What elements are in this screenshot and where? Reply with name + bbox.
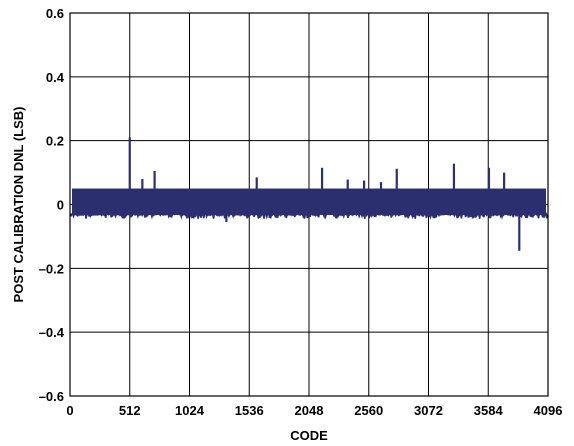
x-tick-label: 3584 — [474, 403, 504, 418]
y-tick-label: 0.2 — [46, 134, 64, 149]
x-axis-title: CODE — [290, 428, 328, 443]
x-tick-label: 3072 — [414, 403, 443, 418]
plot-area — [69, 137, 549, 251]
y-tick-label: –0.4 — [39, 325, 65, 340]
x-tick-label: 4096 — [534, 403, 563, 418]
x-tick-label: 512 — [119, 403, 141, 418]
y-axis-title: POST CALIBRATION DNL (LSB) — [11, 107, 26, 303]
dnl-baseline-jitter — [69, 210, 549, 220]
y-tick-label: –0.6 — [39, 389, 64, 404]
y-tick-label: 0.4 — [46, 70, 65, 85]
y-tick-label: 0.6 — [46, 6, 64, 21]
x-tick-label: 0 — [66, 403, 73, 418]
x-tick-label: 1024 — [175, 403, 205, 418]
tick-labels: 0 512 1024 1536 2048 2560 3072 3584 4096 0.6 0.4 0.… — [39, 6, 563, 418]
x-tick-label: 2048 — [295, 403, 324, 418]
y-tick-label: 0 — [57, 198, 64, 213]
x-tick-label: 2560 — [354, 403, 383, 418]
y-tick-label: –0.2 — [39, 261, 64, 276]
plot-frame — [69, 12, 549, 397]
dnl-baseline-band — [72, 188, 546, 215]
x-tick-label: 1536 — [235, 403, 264, 418]
